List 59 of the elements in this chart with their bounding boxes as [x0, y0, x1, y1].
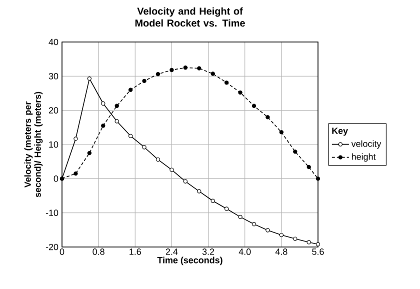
point: [210, 72, 215, 76]
x-axis-title: Time (seconds): [157, 256, 222, 266]
point: [142, 78, 146, 84]
point: [74, 171, 78, 176]
point: [197, 66, 202, 70]
y-tick-label: 0: [54, 175, 58, 182]
point: [306, 164, 311, 170]
point: [156, 72, 160, 76]
point: [252, 104, 256, 108]
x-tick-label: 2.4: [166, 248, 178, 255]
point: [114, 104, 119, 108]
legend-label: height: [352, 153, 376, 162]
point: [128, 88, 133, 92]
point: [156, 157, 160, 162]
legend-label: velocity: [351, 140, 382, 149]
x-tick-label: 1.6: [130, 248, 141, 255]
point: [210, 198, 215, 203]
y-tick-label: 40: [48, 38, 58, 46]
point: [101, 101, 106, 106]
point: [238, 214, 242, 220]
point: [306, 240, 311, 244]
y-tick-label: -10: [46, 210, 58, 216]
point: [224, 206, 229, 211]
point: [197, 189, 202, 194]
chart-title: Velocity and Height of Model Rocket vs. Time: [135, 7, 245, 27]
x-tick-label: 3.2: [202, 248, 214, 255]
x-tick-label: 5.6: [312, 248, 324, 255]
point: [74, 136, 78, 141]
point: [224, 80, 229, 85]
point: [170, 68, 174, 72]
point: [266, 228, 270, 232]
point: [266, 115, 270, 120]
x-tick-label: 0.8: [92, 248, 104, 255]
x-tick-label: 4.0: [238, 248, 251, 255]
point: [183, 179, 188, 184]
point: [101, 124, 106, 128]
y-tick-label: 10: [49, 141, 58, 148]
point: [128, 134, 133, 138]
point: [279, 130, 284, 134]
point: [252, 222, 256, 226]
point: [316, 242, 320, 246]
point: [170, 168, 174, 172]
point: [87, 76, 92, 81]
point: [293, 236, 298, 241]
point: [279, 232, 284, 238]
y-tick-label: -20: [46, 244, 58, 250]
point: [142, 145, 146, 150]
y-tick-label: 20: [48, 107, 58, 114]
point: [293, 150, 298, 154]
y-axis-title: Velocity (meters per second)/ Height (meters): [24, 92, 43, 198]
point: [183, 66, 188, 70]
legend-title: Key: [332, 128, 348, 136]
point: [114, 119, 119, 124]
y-tick-label: 30: [48, 72, 58, 80]
x-tick-label: 0: [60, 248, 64, 255]
x-tick-label: 4.8: [275, 248, 288, 255]
point: [87, 150, 92, 156]
point: [238, 90, 242, 95]
point: [316, 176, 320, 181]
